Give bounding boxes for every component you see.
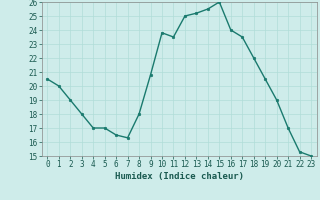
X-axis label: Humidex (Indice chaleur): Humidex (Indice chaleur): [115, 172, 244, 181]
